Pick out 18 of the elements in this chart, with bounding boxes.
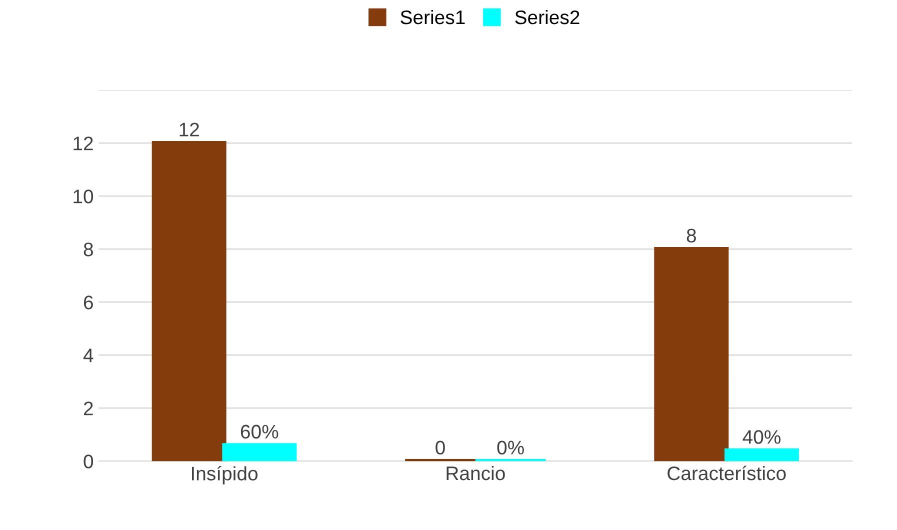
data-label: 8 <box>686 228 696 242</box>
x-tick-label: Insípido <box>192 466 258 484</box>
x-tick-label: Rancio <box>446 466 505 480</box>
data-label: 60% <box>240 424 278 439</box>
y-tick-label: 8 <box>84 242 93 256</box>
legend-label: Series1 <box>400 10 465 24</box>
legend-label: Series2 <box>515 10 580 24</box>
y-tick-label: 10 <box>74 190 94 204</box>
y-tick-label: 6 <box>84 296 93 310</box>
y-tick-label: 0 <box>84 454 94 468</box>
y-tick-label: 4 <box>83 348 94 362</box>
data-label: 0 <box>436 440 445 454</box>
data-label: 0% <box>497 440 524 454</box>
y-tick-label: 2 <box>84 402 93 416</box>
data-label: 40% <box>742 430 780 444</box>
x-tick-label: Característico <box>668 466 786 480</box>
data-label: 12 <box>180 122 199 136</box>
y-tick-label: 12 <box>74 136 93 150</box>
